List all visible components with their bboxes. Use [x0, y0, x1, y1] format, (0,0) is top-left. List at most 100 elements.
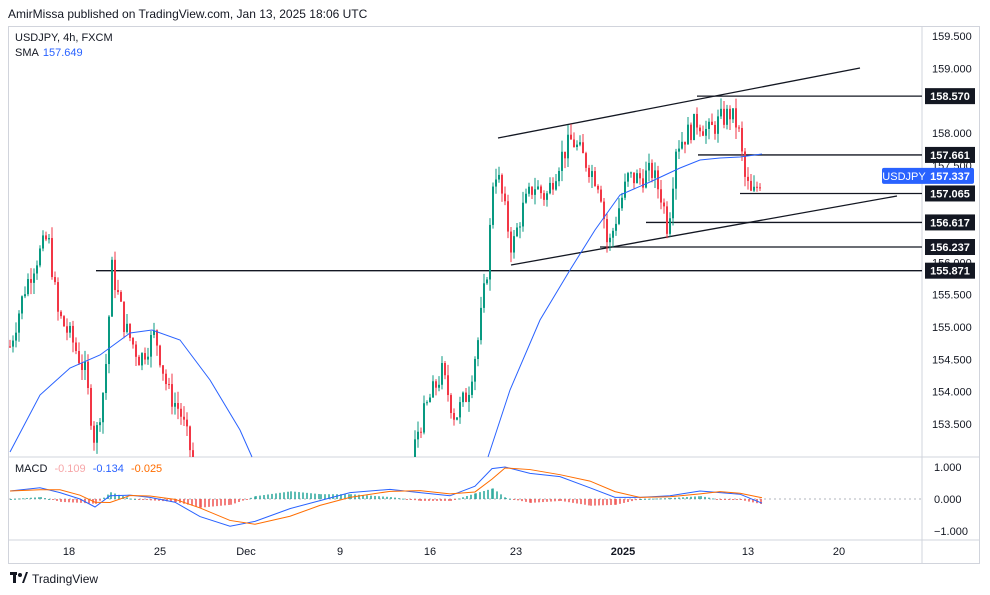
macd-hist-bar — [505, 498, 507, 500]
candle-body — [618, 208, 620, 224]
candle-body — [624, 181, 626, 198]
candle-body — [711, 121, 713, 125]
candle-body — [108, 316, 110, 365]
candle-body — [597, 185, 599, 190]
candle-body — [543, 193, 545, 200]
macd-hist-bar — [14, 498, 16, 500]
macd-hist-bar — [378, 496, 380, 499]
candle-body — [153, 330, 155, 335]
macd-hist-bar — [366, 495, 368, 499]
candle-body — [123, 301, 125, 332]
candle-body — [612, 230, 614, 238]
macd-hist-bar — [302, 492, 304, 499]
macd-hist-bar — [362, 495, 364, 499]
macd-hist-bar — [606, 499, 608, 506]
macd-hist-bar — [652, 498, 654, 500]
candle-body — [717, 116, 719, 134]
macd-hist-bar — [560, 499, 562, 501]
macd-hist-bar — [558, 499, 560, 502]
macd-hist-bar — [72, 499, 74, 503]
candle-body — [522, 202, 524, 227]
candle-body — [180, 408, 182, 417]
macd-hist-bar — [590, 499, 592, 506]
price-tick-label: 154.000 — [932, 387, 972, 399]
time-tick-label: 25 — [154, 546, 166, 558]
candle-body — [705, 128, 707, 136]
candle-body — [177, 403, 179, 409]
sma-value: 157.649 — [42, 47, 83, 59]
macd-hist-bar — [44, 498, 46, 500]
macd-hist-bar — [513, 499, 515, 500]
candle-body — [492, 186, 494, 225]
candle-body — [582, 142, 584, 154]
macd-hist-bar — [648, 498, 650, 500]
macd-hist-bar — [500, 494, 502, 499]
macd-hist-bar — [580, 499, 582, 505]
macd-hist-bar — [483, 490, 485, 499]
candle-body — [474, 358, 476, 382]
time-tick-label: 16 — [424, 546, 436, 558]
candle-body — [75, 342, 77, 351]
macd-signal-line — [9, 467, 763, 525]
candle-body — [72, 325, 74, 343]
candle-body — [699, 127, 701, 132]
candle-body — [63, 316, 65, 327]
candle-body — [105, 364, 107, 393]
candle-body — [150, 334, 152, 357]
macd-hist-bar — [428, 499, 430, 501]
macd-hist-bar — [732, 499, 734, 500]
macd-hist-bar — [306, 492, 308, 499]
candle-body — [594, 171, 596, 186]
candle-body — [129, 323, 131, 338]
candle-body — [555, 181, 557, 190]
candle-body — [663, 202, 665, 207]
candle-body — [66, 326, 68, 333]
macd-hist-bar — [328, 494, 330, 499]
macd-legend[interactable]: MACD -0.109 -0.134 -0.025 — [15, 463, 162, 475]
candle-body — [414, 439, 416, 457]
macd-hist-bar — [487, 489, 489, 499]
macd-hist-bar — [183, 499, 185, 504]
macd-label: MACD — [15, 463, 48, 475]
macd-hist-bar — [324, 494, 326, 499]
symbol-label[interactable]: USDJPY, 4h, FXCM — [15, 32, 113, 44]
candle-body — [462, 392, 464, 403]
candle-body — [669, 218, 671, 234]
candle-body — [630, 172, 632, 174]
macd-hist-bar — [678, 497, 680, 499]
time-tick-label: 23 — [510, 546, 522, 558]
macd-hist-bar — [52, 499, 54, 500]
sma-legend[interactable]: SMA 157.649 — [15, 46, 113, 61]
macd-hist-bar — [138, 499, 140, 500]
macd-hist-bar — [568, 499, 570, 503]
macd-hist-bar — [538, 499, 540, 503]
footer-brand-label: TradingView — [32, 572, 99, 586]
sma-line — [487, 153, 763, 458]
macd-hist-bar — [470, 494, 472, 499]
macd-hist-bar — [195, 499, 197, 507]
macd-hist-bar — [744, 499, 746, 501]
level-label: 156.617 — [930, 217, 970, 229]
candle-body — [723, 108, 725, 125]
time-tick-label: 13 — [742, 546, 754, 558]
level-label: 157.065 — [930, 188, 970, 200]
macd-hist-bar — [736, 499, 738, 500]
level-label-bg — [925, 214, 975, 231]
macd-hist-bar — [682, 497, 684, 499]
candle-body — [603, 201, 605, 220]
candle-body — [681, 141, 683, 149]
channel-upper-trendline — [497, 67, 861, 139]
macd-hist-bar — [350, 494, 352, 499]
candle-body — [417, 431, 419, 440]
candle-body — [684, 141, 686, 145]
macd-hist-bar — [660, 498, 662, 500]
candle-body — [534, 189, 536, 195]
level-label-bg — [925, 185, 975, 202]
macd-hist-bar — [509, 498, 511, 500]
footer-brand[interactable]: TradingView — [10, 572, 98, 586]
candle-body — [189, 426, 191, 451]
candle-body — [741, 128, 743, 152]
candle-body — [489, 224, 491, 280]
candle-body — [51, 238, 53, 278]
